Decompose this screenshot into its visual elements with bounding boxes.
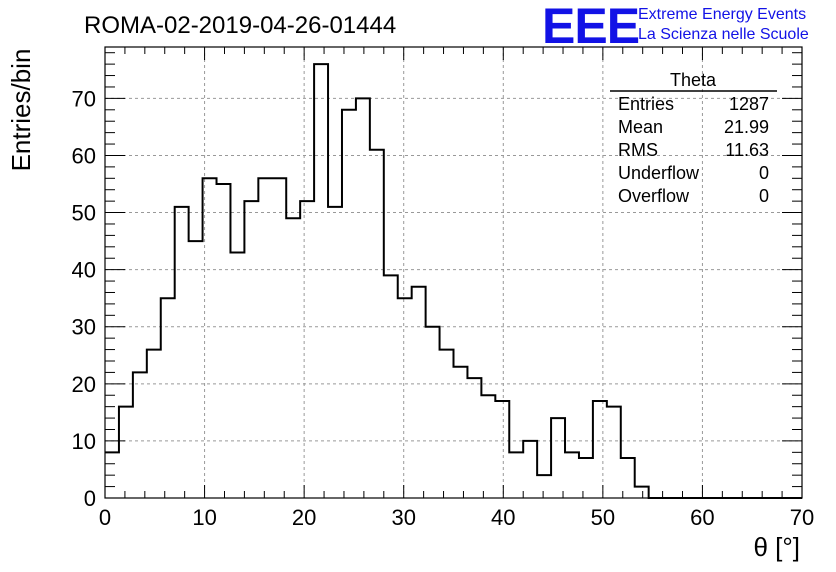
stat-value-mean: 21.99 [724, 117, 769, 137]
stat-label-rms: RMS [618, 140, 658, 160]
y-tick-label: 40 [72, 258, 96, 283]
stat-label-underflow: Underflow [618, 163, 700, 183]
stat-value-rms: 11.63 [725, 140, 769, 160]
histogram-outline [105, 63, 802, 499]
eee-logo: EEE Extreme Energy Events La Scienza nel… [542, 0, 809, 54]
y-tick-label: 0 [84, 486, 96, 511]
y-tick-label: 20 [72, 372, 96, 397]
x-tick-label: 70 [790, 505, 814, 530]
stat-label-overflow: Overflow [618, 186, 690, 206]
logo-line-2: La Scienza nelle Scuole [638, 26, 809, 43]
stats-box-title: Theta [670, 70, 717, 90]
x-tick-label: 50 [591, 505, 615, 530]
y-tick-label: 10 [72, 429, 96, 454]
x-tick-label: 30 [391, 505, 415, 530]
y-tick-label: 50 [72, 201, 96, 226]
y-tick-label: 70 [72, 86, 96, 111]
stat-value-underflow: 0 [759, 163, 769, 183]
x-tick-label: 0 [99, 505, 111, 530]
y-axis-ticks: 0 10 20 30 40 50 60 70 [72, 52, 802, 511]
stats-box: Theta Entries 1287 Mean 21.99 RMS 11.63 … [610, 70, 777, 206]
x-axis-label: θ [°] [753, 532, 800, 562]
grid [105, 47, 802, 498]
logo-line-1: Extreme Energy Events [638, 6, 806, 23]
x-tick-label: 20 [292, 505, 316, 530]
stat-label-mean: Mean [618, 117, 663, 137]
x-tick-label: 10 [192, 505, 216, 530]
chart-title: ROMA-02-2019-04-26-01444 [84, 12, 396, 39]
x-tick-label: 40 [491, 505, 515, 530]
stat-value-overflow: 0 [759, 186, 769, 206]
x-tick-label: 60 [690, 505, 714, 530]
x-axis-ticks: 0 10 20 30 40 50 60 70 [99, 47, 814, 530]
y-tick-label: 30 [72, 315, 96, 340]
stat-label-entries: Entries [618, 94, 674, 114]
stat-value-entries: 1287 [729, 94, 769, 114]
y-axis-label: Entries/bin [6, 49, 36, 172]
y-tick-label: 60 [72, 143, 96, 168]
logo-mark: EEE [542, 0, 639, 54]
plot-frame [104, 46, 803, 499]
